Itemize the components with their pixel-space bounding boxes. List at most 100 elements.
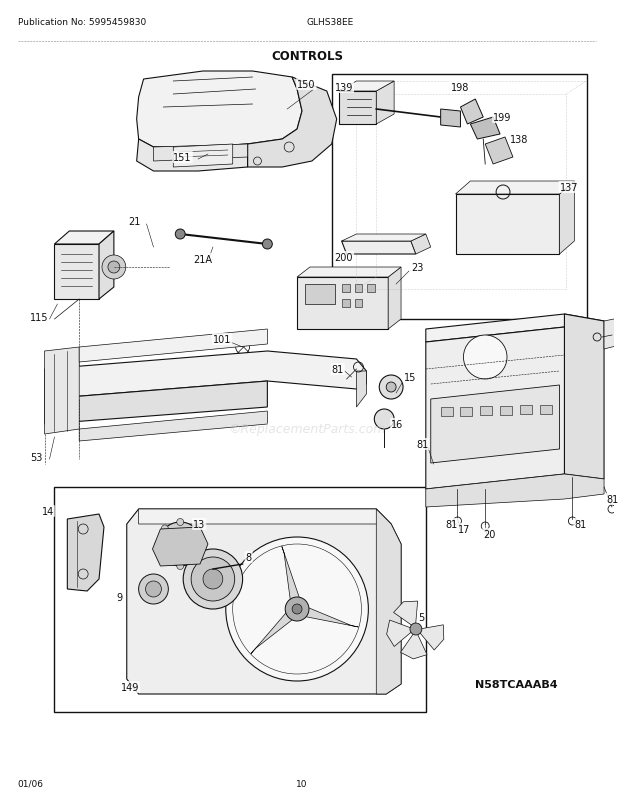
Polygon shape bbox=[136, 140, 247, 172]
Circle shape bbox=[379, 375, 403, 399]
Bar bbox=[55, 488, 426, 712]
Circle shape bbox=[177, 519, 184, 526]
Circle shape bbox=[159, 522, 202, 566]
Bar bbox=[500, 406, 512, 415]
Circle shape bbox=[226, 537, 368, 681]
Polygon shape bbox=[55, 232, 114, 245]
Bar bbox=[355, 285, 363, 293]
Text: 115: 115 bbox=[30, 313, 48, 322]
Polygon shape bbox=[431, 386, 559, 464]
Text: 20: 20 bbox=[483, 529, 495, 539]
Text: GLHS38EE: GLHS38EE bbox=[307, 18, 354, 27]
Polygon shape bbox=[356, 371, 366, 407]
Text: 16: 16 bbox=[391, 419, 404, 429]
Circle shape bbox=[386, 383, 396, 392]
Text: 199: 199 bbox=[493, 113, 512, 123]
Text: N58TCAAAB4: N58TCAAAB4 bbox=[476, 679, 558, 689]
Text: 14: 14 bbox=[42, 506, 54, 516]
Text: 9: 9 bbox=[117, 592, 123, 602]
Polygon shape bbox=[174, 145, 232, 168]
Text: Publication No: 5995459830: Publication No: 5995459830 bbox=[18, 18, 146, 27]
Polygon shape bbox=[297, 268, 401, 277]
Text: 81: 81 bbox=[446, 520, 458, 529]
Circle shape bbox=[198, 541, 205, 548]
Text: 21: 21 bbox=[129, 217, 141, 227]
Text: 17: 17 bbox=[458, 525, 470, 534]
Polygon shape bbox=[136, 72, 302, 148]
Circle shape bbox=[139, 574, 169, 604]
Text: 81: 81 bbox=[332, 365, 344, 375]
Text: 198: 198 bbox=[451, 83, 469, 93]
Text: 81: 81 bbox=[606, 494, 618, 504]
Circle shape bbox=[192, 525, 199, 533]
Text: 101: 101 bbox=[213, 334, 231, 345]
Polygon shape bbox=[79, 411, 267, 441]
Text: 53: 53 bbox=[30, 452, 42, 463]
Text: 81: 81 bbox=[574, 520, 587, 529]
Circle shape bbox=[177, 563, 184, 569]
Text: 137: 137 bbox=[559, 183, 578, 192]
Polygon shape bbox=[139, 509, 391, 525]
Polygon shape bbox=[426, 314, 604, 342]
Polygon shape bbox=[251, 606, 302, 654]
Polygon shape bbox=[339, 82, 394, 92]
Polygon shape bbox=[342, 241, 416, 255]
Polygon shape bbox=[45, 347, 79, 435]
Bar bbox=[368, 285, 375, 293]
Polygon shape bbox=[456, 195, 559, 255]
Bar bbox=[342, 285, 350, 293]
Text: 151: 151 bbox=[174, 153, 192, 163]
Text: 5: 5 bbox=[418, 612, 424, 622]
Circle shape bbox=[192, 557, 199, 563]
Text: ©ReplacementParts.com: ©ReplacementParts.com bbox=[228, 423, 386, 436]
Text: 01/06: 01/06 bbox=[18, 779, 44, 788]
Polygon shape bbox=[387, 620, 414, 646]
Polygon shape bbox=[297, 603, 358, 627]
Circle shape bbox=[285, 597, 309, 622]
Polygon shape bbox=[604, 318, 620, 350]
Polygon shape bbox=[376, 509, 401, 695]
Polygon shape bbox=[45, 351, 366, 399]
Polygon shape bbox=[376, 82, 394, 125]
Polygon shape bbox=[426, 327, 564, 489]
Polygon shape bbox=[394, 602, 418, 627]
Polygon shape bbox=[339, 92, 376, 125]
Polygon shape bbox=[485, 138, 513, 164]
Polygon shape bbox=[68, 514, 104, 591]
Circle shape bbox=[161, 525, 168, 533]
Text: 23: 23 bbox=[411, 263, 423, 273]
Polygon shape bbox=[247, 78, 337, 168]
Polygon shape bbox=[342, 235, 426, 241]
Polygon shape bbox=[45, 382, 267, 424]
Bar bbox=[355, 300, 363, 308]
Bar bbox=[539, 405, 552, 414]
Bar bbox=[332, 75, 587, 320]
Bar bbox=[342, 300, 350, 308]
Polygon shape bbox=[154, 145, 247, 162]
Circle shape bbox=[191, 557, 235, 602]
Circle shape bbox=[374, 410, 394, 429]
Bar bbox=[441, 407, 453, 416]
Text: 15: 15 bbox=[404, 373, 417, 383]
Circle shape bbox=[463, 335, 507, 379]
Polygon shape bbox=[282, 547, 302, 612]
Text: 13: 13 bbox=[193, 520, 205, 529]
Text: 139: 139 bbox=[335, 83, 353, 93]
Bar bbox=[461, 407, 472, 416]
Circle shape bbox=[410, 623, 422, 635]
Bar bbox=[520, 406, 532, 415]
Polygon shape bbox=[471, 118, 500, 140]
Bar bbox=[297, 277, 388, 330]
Circle shape bbox=[175, 229, 185, 240]
Circle shape bbox=[183, 549, 242, 610]
Polygon shape bbox=[456, 182, 574, 195]
Polygon shape bbox=[153, 528, 208, 566]
Polygon shape bbox=[426, 475, 604, 508]
Circle shape bbox=[146, 581, 161, 597]
Text: CONTROLS: CONTROLS bbox=[271, 50, 343, 63]
Circle shape bbox=[102, 256, 126, 280]
Circle shape bbox=[108, 261, 120, 273]
Text: 150: 150 bbox=[297, 80, 316, 90]
Text: 8: 8 bbox=[246, 553, 252, 562]
Text: 138: 138 bbox=[510, 135, 528, 145]
